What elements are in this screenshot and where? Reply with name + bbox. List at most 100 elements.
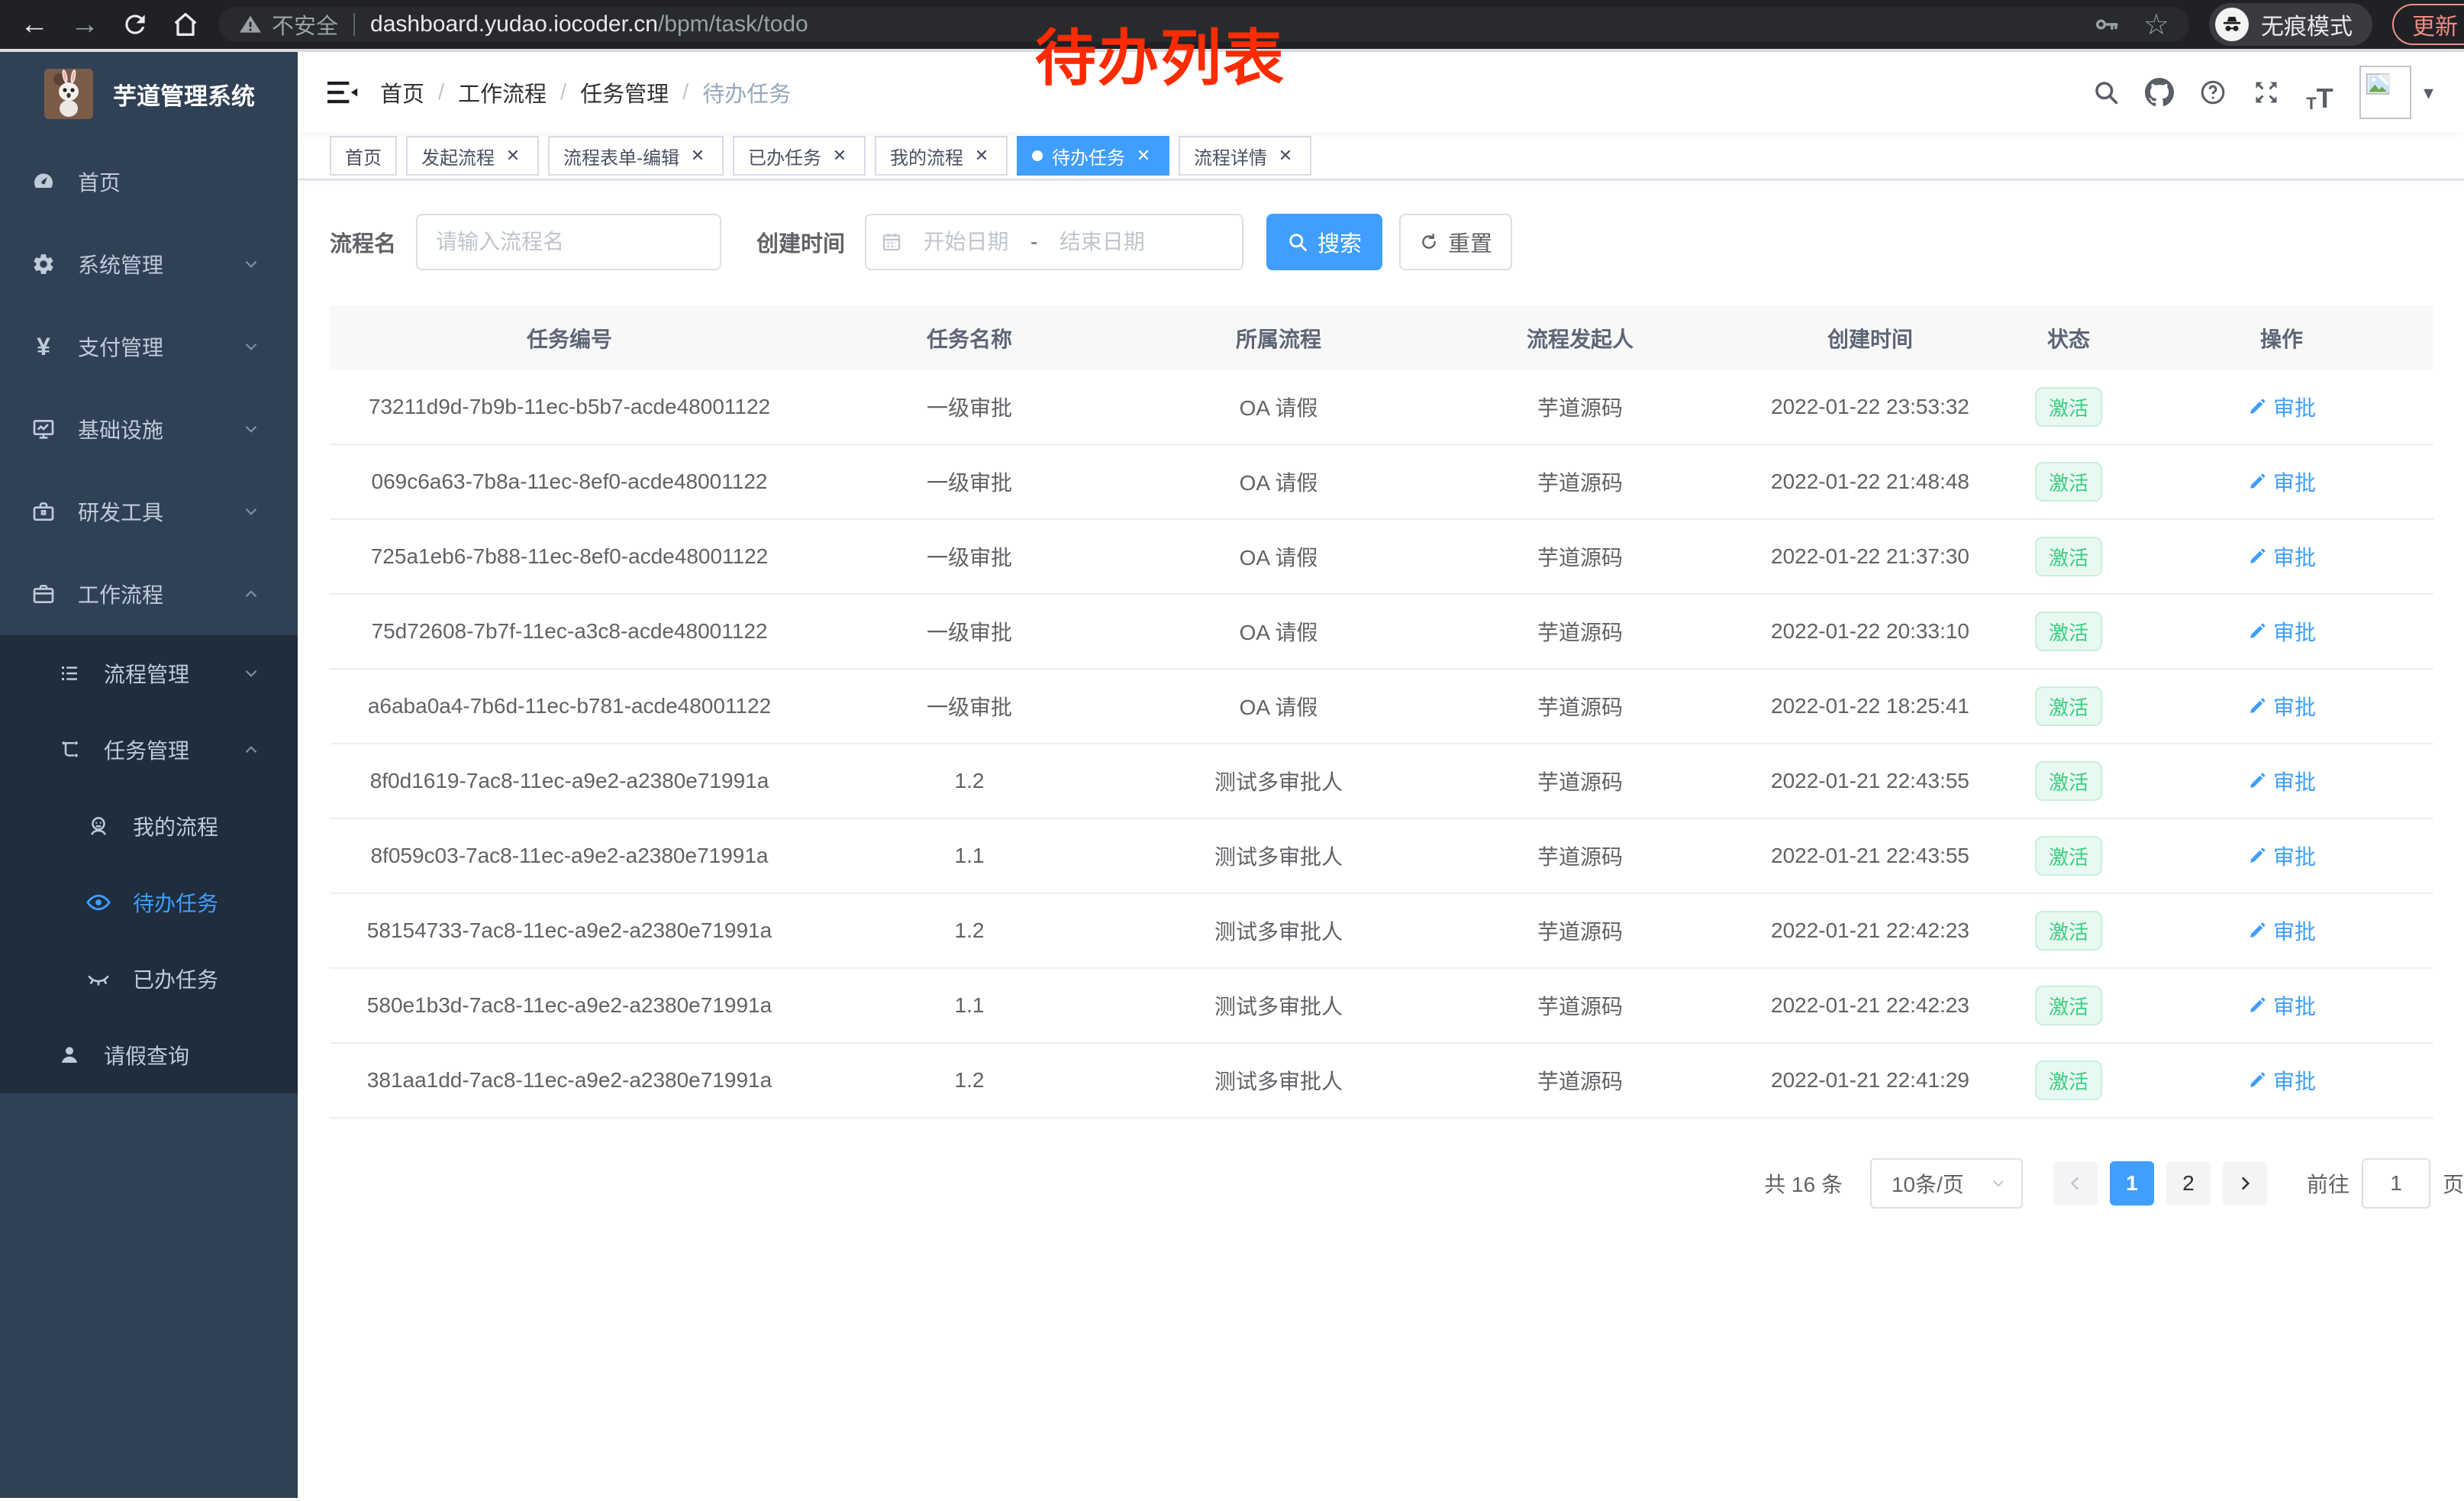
tab-process-detail[interactable]: 流程详情 ✕ bbox=[1179, 136, 1311, 176]
approve-link[interactable]: 审批 bbox=[2130, 691, 2433, 721]
status-badge: 激活 bbox=[2035, 612, 2102, 651]
sidebar-item-home[interactable]: 首页 bbox=[0, 140, 298, 223]
sidebar-item-infrastructure[interactable]: 基础设施 bbox=[0, 388, 298, 470]
sidebar-item-system[interactable]: 系统管理 bbox=[0, 223, 298, 305]
eye-icon bbox=[85, 889, 111, 915]
process-cell: 测试多审批人 bbox=[1214, 995, 1343, 1018]
edit-pen-icon bbox=[2250, 399, 2266, 414]
table-row: 580e1b3d-7ac8-11ec-a9e2-a2380e71991a 1.1… bbox=[330, 969, 2433, 1044]
close-icon[interactable]: ✕ bbox=[974, 146, 989, 165]
security-label[interactable]: 不安全 bbox=[272, 15, 339, 39]
approve-link[interactable]: 审批 bbox=[2130, 466, 2433, 497]
sidebar-item-leave-query[interactable]: 请假查询 bbox=[0, 1017, 298, 1093]
date-range-picker[interactable]: - bbox=[865, 214, 1244, 270]
search-icon[interactable] bbox=[2086, 73, 2126, 112]
browser-home-icon[interactable] bbox=[168, 7, 203, 42]
status-badge: 激活 bbox=[2035, 686, 2102, 726]
browser-forward-icon[interactable]: → bbox=[70, 8, 99, 40]
table-row: 381aa1dd-7ac8-11ec-a9e2-a2380e71991a 1.2… bbox=[330, 1044, 2433, 1118]
incognito-badge: 无痕模式 bbox=[2209, 3, 2372, 46]
approve-link[interactable]: 审批 bbox=[2130, 392, 2433, 422]
approve-link[interactable]: 审批 bbox=[2130, 915, 2433, 946]
next-page-button[interactable] bbox=[2222, 1161, 2267, 1206]
sidebar-item-dev-tools[interactable]: 研发工具 bbox=[0, 470, 298, 553]
page-button-2[interactable]: 2 bbox=[2166, 1161, 2211, 1206]
avatar[interactable] bbox=[2359, 66, 2411, 119]
task-name-cell: 一级审批 bbox=[926, 546, 1012, 570]
edit-pen-icon bbox=[2250, 1072, 2266, 1087]
sidebar-item-todo-tasks[interactable]: 待办任务 bbox=[0, 864, 298, 941]
sidebar-item-done-tasks[interactable]: 已办任务 bbox=[0, 941, 298, 1017]
sidebar-item-my-process[interactable]: 我的流程 bbox=[0, 788, 298, 864]
page-size-select[interactable]: 10条/页 bbox=[1869, 1158, 2023, 1209]
sidebar-item-task-mgmt[interactable]: 任务管理 bbox=[0, 712, 298, 788]
process-name-label: 流程名 bbox=[330, 232, 397, 257]
browser-reload-icon[interactable] bbox=[118, 7, 153, 42]
avatar-caret-icon[interactable]: ▾ bbox=[2423, 80, 2433, 104]
reset-button[interactable]: 重置 bbox=[1399, 214, 1513, 270]
close-icon[interactable]: ✕ bbox=[505, 146, 521, 165]
tab-start-process[interactable]: 发起流程 ✕ bbox=[406, 136, 539, 176]
edit-pen-icon bbox=[2250, 623, 2266, 638]
approve-link[interactable]: 审批 bbox=[2130, 766, 2433, 796]
password-key-icon[interactable] bbox=[2093, 11, 2121, 38]
approve-link[interactable]: 审批 bbox=[2130, 541, 2433, 572]
approve-link[interactable]: 审批 bbox=[2130, 616, 2433, 647]
process-cell: OA 请假 bbox=[1239, 396, 1318, 420]
process-cell: 测试多审批人 bbox=[1214, 845, 1343, 869]
app-logo-row[interactable]: 芋道管理系统 bbox=[0, 52, 298, 137]
url-path[interactable]: /bpm/task/todo bbox=[657, 11, 808, 37]
fullscreen-icon[interactable] bbox=[2246, 73, 2286, 112]
tab-my-process[interactable]: 我的流程 ✕ bbox=[875, 136, 1008, 176]
starter-cell: 芋道源码 bbox=[1537, 471, 1623, 495]
created-cell: 2022-01-22 21:37:30 bbox=[1771, 544, 1969, 568]
approve-link[interactable]: 审批 bbox=[2130, 1065, 2433, 1096]
close-icon[interactable]: ✕ bbox=[832, 146, 847, 165]
breadcrumb-task-mgmt[interactable]: 任务管理 bbox=[580, 82, 669, 107]
prev-page-button[interactable] bbox=[2053, 1161, 2098, 1206]
approve-link[interactable]: 审批 bbox=[2130, 841, 2433, 871]
browser-back-icon[interactable]: ← bbox=[20, 8, 49, 40]
goto-page-input[interactable] bbox=[2361, 1158, 2430, 1209]
sidebar-item-payment[interactable]: ¥ 支付管理 bbox=[0, 305, 298, 388]
address-bar[interactable]: 不安全 dashboard.yudao.iocoder.cn /bpm/task… bbox=[218, 7, 2189, 42]
hamburger-icon[interactable] bbox=[324, 73, 362, 111]
tab-process-form-edit[interactable]: 流程表单-编辑 ✕ bbox=[548, 136, 724, 176]
start-date-input[interactable] bbox=[903, 230, 1030, 254]
browser-update-button[interactable]: 更新 bbox=[2392, 4, 2464, 45]
breadcrumb-home[interactable]: 首页 bbox=[380, 82, 425, 107]
close-icon[interactable]: ✕ bbox=[1136, 146, 1151, 165]
approve-link[interactable]: 审批 bbox=[2130, 990, 2433, 1021]
sidebar-item-process-mgmt[interactable]: 流程管理 bbox=[0, 635, 298, 712]
create-time-label: 创建时间 bbox=[756, 232, 846, 257]
gear-icon bbox=[31, 252, 56, 276]
search-button[interactable]: 搜索 bbox=[1266, 214, 1383, 270]
tab-todo-tasks[interactable]: 待办任务 ✕ bbox=[1017, 136, 1169, 176]
page-button-1[interactable]: 1 bbox=[2109, 1161, 2154, 1206]
tab-home[interactable]: 首页 bbox=[330, 136, 397, 176]
status-badge: 激活 bbox=[2035, 836, 2102, 876]
url-host[interactable]: dashboard.yudao.iocoder.cn bbox=[370, 11, 658, 37]
close-icon[interactable]: ✕ bbox=[1278, 146, 1293, 165]
github-icon[interactable] bbox=[2140, 73, 2179, 112]
end-date-input[interactable] bbox=[1039, 230, 1166, 254]
col-created: 创建时间 bbox=[1827, 327, 1913, 351]
task-id-cell: 725a1eb6-7b88-11ec-8ef0-acde48001122 bbox=[370, 544, 769, 568]
task-name-cell: 1.2 bbox=[954, 769, 985, 792]
task-id-cell: 381aa1dd-7ac8-11ec-a9e2-a2380e71991a bbox=[366, 1068, 772, 1092]
tab-done-tasks[interactable]: 已办任务 ✕ bbox=[733, 136, 866, 176]
close-icon[interactable]: ✕ bbox=[690, 146, 705, 165]
tags-view: 首页 发起流程 ✕ 流程表单-编辑 ✕ 已办任务 ✕ 我的流程 ✕ 待办任务 ✕ 流程详情… bbox=[298, 133, 2464, 180]
bookmark-star-icon[interactable]: ☆ bbox=[2143, 8, 2169, 41]
sidebar-item-workflow[interactable]: 工作流程 bbox=[0, 553, 298, 635]
edit-pen-icon bbox=[2250, 847, 2266, 863]
process-name-input[interactable] bbox=[416, 214, 722, 270]
help-icon[interactable] bbox=[2193, 73, 2233, 112]
breadcrumb-workflow[interactable]: 工作流程 bbox=[458, 82, 547, 107]
created-cell: 2022-01-21 22:43:55 bbox=[1771, 769, 1969, 792]
starter-cell: 芋道源码 bbox=[1537, 396, 1623, 420]
status-badge: 激活 bbox=[2035, 911, 2102, 951]
task-id-cell: 58154733-7ac8-11ec-a9e2-a2380e71991a bbox=[366, 918, 772, 942]
